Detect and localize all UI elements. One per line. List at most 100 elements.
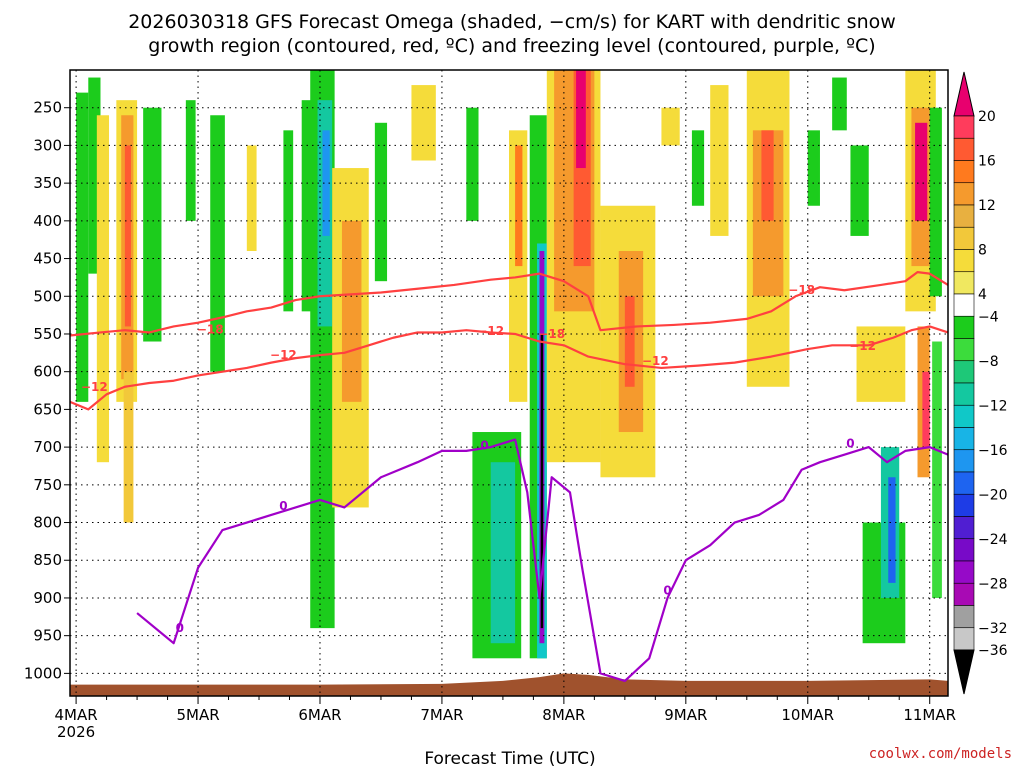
y-axis: 250 300 350 400 450 500 550 600 650 700 750 800 850 9… <box>24 99 70 682</box>
contour-label: 0 <box>846 436 854 450</box>
omega-cell <box>661 107 680 146</box>
omega-cell <box>929 107 942 297</box>
contour-label: −18 <box>197 322 224 336</box>
contour-label: −18 <box>538 327 565 341</box>
omega-cell <box>850 145 869 236</box>
colorbar-label: 8 <box>978 243 987 259</box>
x-axis-title: Forecast Time (UTC) <box>424 749 595 768</box>
omega-cell <box>832 77 847 131</box>
omega-cell <box>710 85 729 236</box>
y-tick-label: 650 <box>33 400 62 418</box>
colorbar-swatch <box>953 182 975 206</box>
contour-label: −12 <box>642 354 669 368</box>
x-tick-label: 9MAR <box>664 706 707 724</box>
omega-cell <box>76 92 89 402</box>
y-tick-label: 900 <box>33 589 62 607</box>
omega-cell <box>322 130 330 236</box>
y-tick-label: 1000 <box>24 664 62 682</box>
omega-cell <box>124 145 131 327</box>
terrain-fill <box>70 673 948 696</box>
omega-shading <box>76 70 942 659</box>
contour-line-0 <box>136 438 949 683</box>
colorbar-bottom-arrow <box>953 649 975 695</box>
colorbar-swatch <box>953 249 975 273</box>
colorbar-label: −28 <box>978 576 1008 592</box>
colorbar-swatch <box>953 427 975 451</box>
colorbar-swatch <box>953 627 975 651</box>
colorbar-swatch <box>953 360 975 384</box>
contour-label: 0 <box>176 621 184 635</box>
plot-frame <box>69 69 949 697</box>
y-tick-label: 500 <box>33 287 62 305</box>
y-tick-label: 850 <box>33 551 62 569</box>
x-tick-label: 7MAR <box>420 706 463 724</box>
colorbar-swatch <box>953 471 975 495</box>
contour-label: 0 <box>663 583 671 597</box>
x-tick-label: 8MAR <box>542 706 585 724</box>
colorbar-swatch <box>953 538 975 562</box>
chart-title-line-1: 2026030318 GFS Forecast Omega (shaded, −… <box>128 11 896 33</box>
omega-cell <box>185 100 196 221</box>
contour-label: −12 <box>849 339 876 353</box>
x-tick-label: 6MAR <box>298 706 341 724</box>
colorbar-swatch <box>953 293 975 317</box>
colorbar-swatch <box>953 115 975 139</box>
y-tick-label: 450 <box>33 250 62 268</box>
colorbar-swatch <box>953 560 975 584</box>
contour-line--18 <box>69 271 949 337</box>
y-tick-label: 800 <box>33 514 62 532</box>
omega-cell <box>691 130 705 206</box>
colorbar-label: −20 <box>978 487 1008 503</box>
colorbar-label: 16 <box>978 154 996 170</box>
contours: −18 −18 −18 −12 −12 −12 −12 −12 0 0 0 0 0 <box>69 271 949 683</box>
omega-cell <box>374 122 388 282</box>
omega-cell <box>210 115 225 372</box>
colorbar-swatch <box>953 582 975 606</box>
y-tick-label: 550 <box>33 325 62 343</box>
omega-cell <box>576 70 586 169</box>
colorbar-label: 12 <box>978 198 996 214</box>
x-tick-label: 5MAR <box>176 706 219 724</box>
contour-label: −12 <box>270 348 297 362</box>
omega-cell <box>515 145 523 267</box>
omega-cell <box>411 85 436 161</box>
contour-label: −12 <box>477 324 504 338</box>
chart-title-line-2: growth region (contoured, red, ºC) and f… <box>148 35 875 57</box>
colorbar-top-arrow <box>953 71 975 117</box>
x-tick-label: 4MAR <box>55 706 98 724</box>
colorbar: 20 16 12 8 4 −4 −8 −12 −16 −20 −24 −28 −32 −36 <box>953 71 1008 695</box>
omega-cell <box>856 326 906 402</box>
omega-cell <box>143 107 162 342</box>
omega-cell <box>761 130 774 221</box>
colorbar-swatch <box>953 605 975 629</box>
y-tick-label: 250 <box>33 99 62 117</box>
y-tick-label: 950 <box>33 627 62 645</box>
plot-area: −18 −18 −18 −12 −12 −12 −12 −12 0 0 0 0 0 <box>69 69 949 697</box>
y-tick-label: 700 <box>33 438 62 456</box>
colorbar-swatch <box>953 493 975 517</box>
colorbar-label: −8 <box>978 354 999 370</box>
contour-label: −18 <box>788 283 815 297</box>
colorbar-swatch <box>953 226 975 250</box>
contour-label: −12 <box>81 380 108 394</box>
omega-cell <box>922 371 930 448</box>
grid <box>70 70 948 696</box>
colorbar-label: −24 <box>978 532 1008 548</box>
omega-cell <box>807 130 820 206</box>
contour-label: 0 <box>480 439 488 453</box>
terrain <box>70 673 948 696</box>
x-tick-sublabel: 2026 <box>57 723 95 741</box>
omega-cell <box>915 122 928 221</box>
colorbar-swatch <box>953 449 975 473</box>
colorbar-swatch <box>953 137 975 161</box>
omega-cell <box>540 333 544 629</box>
omega-cell <box>123 371 134 523</box>
colorbar-swatch <box>953 271 975 295</box>
colorbar-swatch <box>953 382 975 406</box>
colorbar-swatch <box>953 338 975 362</box>
omega-cell <box>624 296 635 387</box>
colorbar-swatch <box>953 404 975 428</box>
contour-line--12 <box>69 325 949 411</box>
